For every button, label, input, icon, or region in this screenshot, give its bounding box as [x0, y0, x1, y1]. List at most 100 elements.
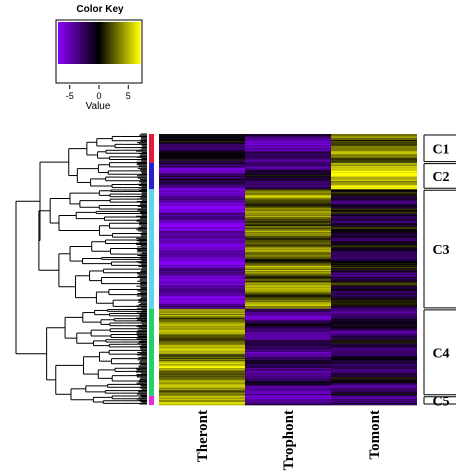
heatmap-cell: [245, 207, 331, 210]
heatmap-cell: [245, 153, 331, 155]
heatmap-cell: [159, 218, 245, 221]
heatmap-cell: [159, 376, 245, 378]
heatmap-cell: [159, 135, 245, 137]
color-key-swatch: [102, 22, 104, 64]
heatmap-cell: [159, 221, 245, 224]
heatmap-cell: [331, 181, 417, 183]
heatmap-cell: [331, 339, 417, 341]
heatmap-cell: [331, 390, 417, 393]
heatmap-cell: [331, 201, 417, 203]
heatmap-cell: [331, 371, 417, 373]
heatmap-cell: [159, 332, 245, 334]
heatmap-cell: [159, 398, 245, 401]
heatmap-cell: [331, 242, 417, 244]
heatmap-cell: [245, 244, 331, 246]
heatmap-cell: [245, 387, 331, 389]
heatmap-cell: [331, 204, 417, 206]
heatmap-cell: [159, 354, 245, 357]
heatmap-cell: [245, 208, 331, 211]
heatmap-cell: [159, 279, 245, 281]
color-key-swatch: [120, 22, 122, 64]
heatmap-cell: [331, 306, 417, 309]
color-key-swatch: [61, 22, 63, 64]
heatmap-cell: [331, 262, 417, 265]
heatmap-cell: [331, 342, 417, 344]
heatmap-cell: [245, 139, 331, 141]
heatmap-cell: [245, 370, 331, 372]
heatmap-cell: [245, 356, 331, 359]
heatmap-cell: [331, 194, 417, 196]
heatmap-cell: [245, 254, 331, 257]
heatmap-cell: [159, 188, 245, 190]
heatmap-cell: [331, 178, 417, 181]
heatmap-cell: [245, 291, 331, 293]
heatmap-cell: [159, 275, 245, 277]
heatmap-cell: [245, 232, 331, 234]
heatmap-cell: [159, 336, 245, 338]
heatmap-cell: [331, 398, 417, 401]
column-label: Theront: [195, 410, 211, 462]
heatmap-cell: [159, 320, 245, 322]
heatmap-cell: [331, 137, 417, 139]
heatmap-cell: [331, 295, 417, 297]
heatmap-cell: [245, 300, 331, 303]
heatmap-cell: [331, 292, 417, 294]
heatmap-cell: [331, 307, 417, 310]
heatmap-cell: [245, 306, 331, 309]
heatmap-cell: [159, 365, 245, 367]
heatmap-cell: [331, 258, 417, 261]
heatmap-cell: [159, 389, 245, 392]
heatmap-cell: [331, 317, 417, 319]
heatmap-cell: [159, 367, 245, 369]
heatmap-cell: [331, 197, 417, 199]
column-labels: Theront Trophont Tomont: [195, 410, 383, 470]
heatmap-cell: [159, 174, 245, 177]
heatmap-cell: [245, 268, 331, 271]
heatmap-cell: [159, 378, 245, 380]
heatmap-cell: [331, 268, 417, 271]
color-key-swatch: [63, 22, 65, 64]
heatmap-cell: [331, 387, 417, 389]
heatmap-cell: [331, 376, 417, 378]
heatmap-cell: [245, 177, 331, 180]
heatmap-cell: [159, 166, 245, 169]
heatmap-cell: [245, 213, 331, 216]
heatmap-cell: [331, 286, 417, 288]
heatmap-cell: [159, 160, 245, 162]
heatmap-cell: [245, 252, 331, 254]
color-key-swatch: [75, 22, 77, 64]
heatmap-cell: [245, 304, 331, 307]
heatmap-cell: [159, 295, 245, 297]
heatmap-cell: [331, 139, 417, 141]
heatmap-cell: [245, 326, 331, 328]
heatmap-cell: [245, 284, 331, 286]
heatmap-cell: [159, 371, 245, 373]
heatmap-cell: [159, 281, 245, 283]
heatmap-cell: [331, 233, 417, 235]
heatmap-cell: [331, 354, 417, 357]
heatmap-cell: [331, 324, 417, 326]
heatmap-cell: [331, 310, 417, 313]
heatmap-cell: [245, 273, 331, 275]
heatmap-cell: [245, 206, 331, 208]
color-key-swatch: [110, 22, 112, 64]
heatmap-cell: [331, 333, 417, 335]
heatmap-cell: [331, 278, 417, 280]
heatmap-cell: [159, 237, 245, 239]
heatmap-cell: [159, 390, 245, 393]
heatmap-cell: [245, 204, 331, 206]
heatmap-cell: [331, 143, 417, 145]
color-key-swatch: [90, 22, 92, 64]
heatmap-cell: [245, 185, 331, 187]
color-key-tick-label: 5: [126, 91, 131, 101]
color-key-swatch: [122, 22, 124, 64]
heatmap-cell: [159, 397, 245, 400]
heatmap-cell: [331, 244, 417, 246]
heatmap-cell: [331, 281, 417, 283]
heatmap-cell: [159, 364, 245, 366]
heatmap-cell: [331, 395, 417, 398]
heatmap-cell: [331, 251, 417, 253]
color-key-gradient: [58, 22, 141, 64]
heatmap-cell: [331, 315, 417, 317]
heatmap-cell: [159, 265, 245, 268]
